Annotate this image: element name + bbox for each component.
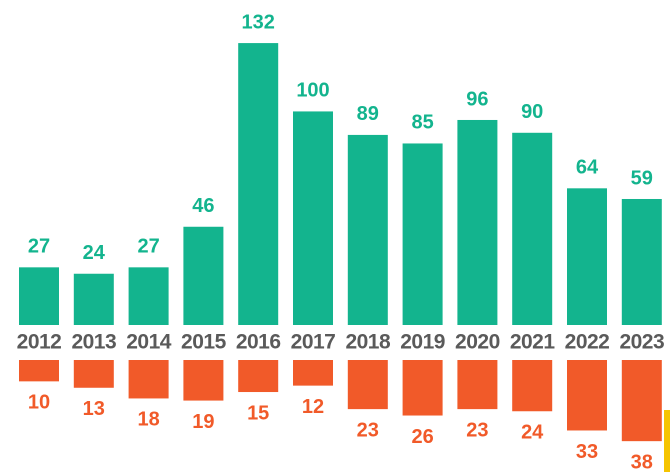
bar: [238, 360, 279, 393]
value-label: 132: [242, 11, 275, 33]
bar: [621, 198, 662, 325]
value-label: 90: [521, 101, 543, 123]
value-label: 27: [28, 236, 50, 258]
value-label: 24: [83, 242, 106, 264]
x-tick-label: 2023: [619, 331, 664, 354]
x-tick-label: 2019: [400, 331, 445, 354]
value-label: 100: [296, 80, 329, 102]
bar: [19, 360, 59, 382]
x-tick-label: 2013: [71, 331, 116, 354]
x-tick-label: 2022: [565, 331, 610, 354]
bar: [402, 143, 443, 325]
value-label: 24: [521, 422, 544, 444]
x-tick-label: 2015: [181, 331, 227, 354]
value-label: 10: [28, 392, 50, 414]
value-label: 33: [576, 441, 598, 463]
bar: [238, 43, 279, 325]
value-label: 12: [302, 396, 324, 418]
x-tick-label: 2017: [291, 331, 336, 354]
bar: [512, 360, 553, 412]
value-label: 89: [357, 103, 379, 125]
bar: [621, 360, 662, 442]
value-label: 23: [357, 419, 379, 441]
value-label: 27: [137, 236, 159, 258]
bar: [293, 111, 333, 325]
bar: [73, 273, 114, 325]
value-label: 38: [631, 451, 653, 472]
x-tick-label: 2014: [126, 331, 172, 354]
value-label: 19: [192, 411, 214, 433]
value-label: 96: [466, 88, 488, 110]
value-label: 59: [631, 167, 653, 189]
bar: [347, 134, 388, 325]
value-label: 23: [466, 419, 488, 441]
x-tick-label: 2018: [345, 331, 391, 354]
x-tick-label: 2020: [455, 331, 500, 354]
bar: [457, 360, 498, 410]
bar: [567, 360, 607, 431]
bar: [567, 188, 607, 325]
x-tick-label: 2016: [236, 331, 281, 354]
bar: [402, 360, 443, 416]
bar: [73, 360, 114, 388]
bar: [128, 360, 169, 399]
value-label: 15: [247, 402, 269, 424]
x-tick-label: 2012: [17, 331, 62, 354]
accent-bar: [664, 410, 670, 472]
value-label: 13: [83, 398, 105, 420]
bar: [19, 267, 59, 325]
value-label: 18: [137, 409, 159, 431]
value-label: 46: [192, 195, 214, 217]
value-label: 26: [411, 426, 433, 448]
bar: [512, 132, 553, 325]
bar: [128, 267, 169, 325]
value-label: 85: [411, 112, 433, 134]
x-tick-label: 2021: [510, 331, 556, 354]
bar: [183, 360, 224, 401]
bar: [347, 360, 388, 410]
bar: [183, 226, 224, 325]
bar: [293, 360, 333, 386]
value-label: 64: [576, 157, 599, 179]
bar: [457, 119, 498, 325]
